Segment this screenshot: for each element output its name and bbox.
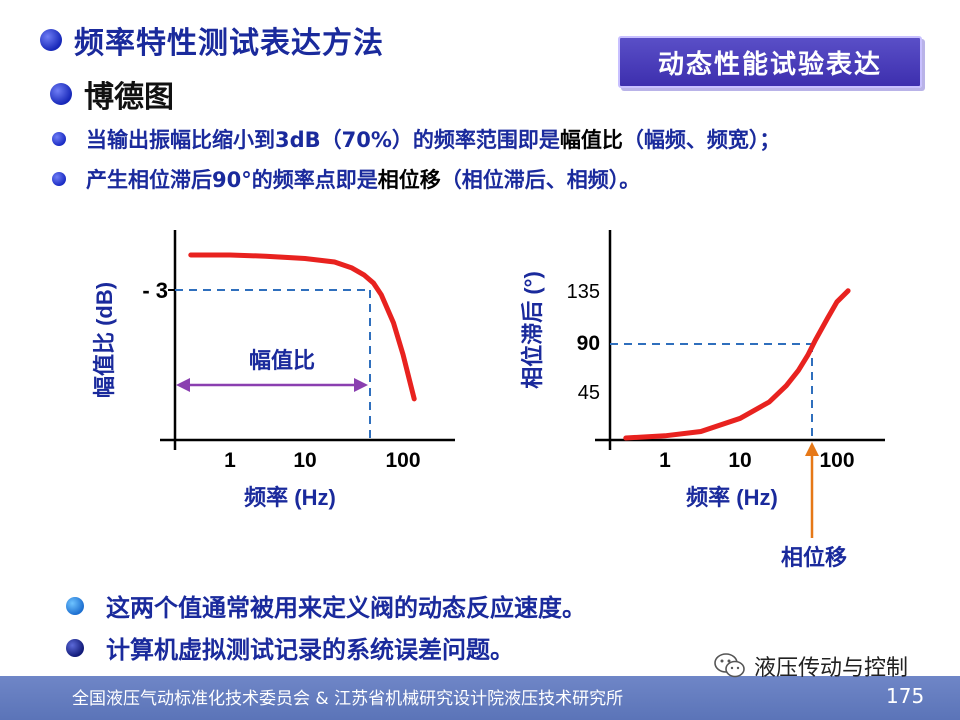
y-tick-label: 135 [567, 281, 600, 303]
line-1-post: （幅频、频宽）； [622, 128, 781, 152]
range-arrow-right-icon [354, 378, 368, 392]
phase-chart: 相位移 135 90 45 1 10 100 频率 (Hz) 相位滞后 (°) [520, 230, 885, 570]
bullet-icon [66, 596, 84, 615]
bullet-line-1: 当输出振幅比缩小到3dB（70%）的频率范围即是幅值比（幅频、频宽）； [52, 124, 780, 154]
range-arrow-left-icon [176, 378, 190, 392]
x-tick-label: 1 [224, 449, 236, 472]
x-axis-label: 频率 (Hz) [244, 485, 336, 510]
page-subtitle: 博德图 [84, 80, 174, 115]
bullet-icon [52, 132, 66, 146]
x-axis-label: 频率 (Hz) [686, 485, 778, 510]
bottom-line-1: 这两个值通常被用来定义阀的动态反应速度。 [66, 588, 586, 623]
magnitude-chart: 幅值比 - 3 1 10 100 频率 (Hz) 幅值比 (dB) [92, 230, 455, 510]
x-tick-label: 1 [659, 449, 671, 472]
arrow-up-icon [805, 442, 819, 456]
bottom-text-2: 计算机虚拟测试记录的系统误差问题。 [106, 636, 514, 664]
line-2-keyword: 相位移 [377, 168, 441, 192]
line-2-post: （相位滞后、相频）。 [440, 168, 641, 192]
wechat-watermark: 液压传动与控制 [714, 650, 908, 682]
bottom-line-2: 计算机虚拟测试记录的系统误差问题。 [66, 630, 514, 665]
bullet-icon [50, 83, 72, 105]
y-tick-label: 45 [578, 382, 600, 404]
wechat-name: 液压传动与控制 [754, 656, 909, 681]
bullet-icon [52, 172, 66, 186]
page-number: 175 [886, 684, 925, 708]
bullet-icon [40, 29, 62, 51]
footer-bar [0, 676, 960, 720]
subtitle-row: 博德图 [50, 72, 174, 116]
footer-text: 全国液压气动标准化技术委员会 & 江苏省机械研究设计院液压技术研究所 [72, 689, 624, 709]
phase-shift-label: 相位移 [781, 545, 847, 570]
page-title: 频率特性测试表达方法 [74, 26, 384, 61]
title-row: 频率特性测试表达方法 [40, 18, 384, 62]
range-label: 幅值比 [249, 348, 315, 373]
y-axis-label: 幅值比 (dB) [92, 282, 117, 398]
x-tick-label: 100 [385, 449, 420, 472]
wechat-icon [714, 652, 746, 680]
line-1-keyword: 幅值比 [559, 128, 623, 152]
y-tick-label: 90 [577, 332, 600, 355]
bullet-icon [66, 638, 84, 657]
title-badge: 动态性能试验表达 [618, 36, 922, 88]
x-tick-label: 10 [728, 449, 751, 472]
bullet-line-2: 产生相位滞后90°的频率点即是相位移（相位滞后、相频）。 [52, 164, 640, 194]
x-tick-label: 100 [819, 449, 854, 472]
y-tick-label: - 3 [142, 278, 168, 303]
x-tick-label: 10 [293, 449, 316, 472]
phase-curve [623, 288, 851, 441]
line-2-pre: 产生相位滞后90°的频率点即是 [86, 168, 378, 192]
y-axis-label: 相位滞后 (°) [520, 271, 545, 389]
magnitude-curve [188, 252, 417, 402]
bottom-text-1: 这两个值通常被用来定义阀的动态反应速度。 [106, 594, 586, 622]
line-1-pre: 当输出振幅比缩小到3dB（70%）的频率范围即是 [86, 128, 560, 152]
